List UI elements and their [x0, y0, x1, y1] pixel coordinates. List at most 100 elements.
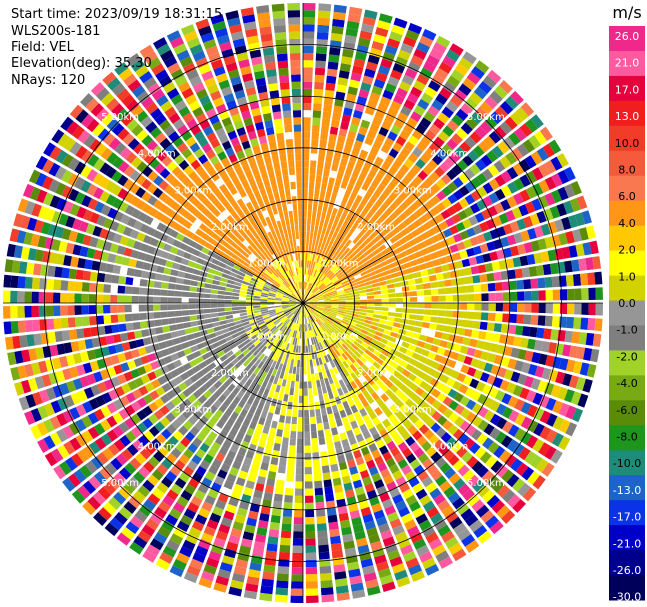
range-gate — [325, 252, 332, 260]
range-gate — [572, 229, 582, 243]
range-gate — [372, 286, 381, 292]
range-gate — [498, 212, 509, 225]
range-gate — [526, 253, 536, 265]
range-gate — [439, 87, 452, 100]
range-gate — [309, 299, 317, 302]
range-gate — [575, 243, 585, 257]
range-gate — [451, 133, 463, 145]
range-gate — [355, 239, 363, 247]
range-gate — [363, 191, 372, 201]
range-gate — [381, 120, 392, 131]
range-gate — [479, 221, 489, 233]
range-gate — [458, 57, 473, 71]
range-gate — [316, 31, 329, 40]
range-gate — [309, 300, 318, 302]
range-gate — [425, 188, 436, 199]
range-gate — [323, 250, 329, 259]
range-gate — [329, 290, 337, 294]
range-gate — [338, 128, 348, 137]
range-gate — [378, 126, 389, 137]
range-gate — [494, 282, 503, 291]
range-gate — [345, 213, 353, 223]
range-gate — [561, 216, 572, 231]
range-gate — [378, 193, 388, 203]
range-gate — [373, 78, 386, 89]
range-gate — [433, 118, 445, 130]
range-gate — [381, 298, 389, 303]
range-gate — [324, 298, 332, 301]
range-gate — [460, 122, 473, 135]
range-gate — [398, 236, 408, 245]
range-gate — [318, 283, 326, 290]
range-gate — [349, 176, 357, 186]
range-gate — [359, 149, 369, 159]
range-gate — [366, 240, 375, 249]
range-gate — [316, 296, 324, 300]
range-gate — [344, 290, 352, 294]
range-gate — [582, 242, 592, 256]
range-gate — [361, 273, 370, 280]
range-gate — [478, 80, 492, 95]
range-gate — [309, 283, 314, 291]
range-gate — [440, 209, 451, 220]
range-gate — [371, 85, 383, 96]
range-gate — [563, 200, 574, 215]
range-gate — [322, 235, 328, 243]
range-gate — [362, 260, 371, 267]
range-gate — [333, 267, 340, 274]
range-gate — [364, 136, 374, 146]
range-gate — [488, 303, 496, 312]
range-gate — [325, 280, 332, 286]
range-gate — [524, 201, 536, 214]
range-gate — [516, 218, 527, 231]
range-gate — [537, 277, 546, 289]
range-gate — [477, 264, 487, 274]
range-gate — [303, 88, 312, 97]
range-gate — [363, 277, 371, 283]
range-gate — [376, 183, 386, 193]
range-gate — [516, 279, 524, 290]
range-gate — [419, 193, 430, 203]
range-gate — [345, 222, 353, 231]
range-gate — [449, 151, 461, 163]
range-gate — [308, 294, 315, 299]
range-gate — [334, 269, 342, 276]
range-gate — [594, 271, 603, 285]
range-gate — [524, 155, 537, 169]
range-gate — [514, 268, 523, 279]
range-gate — [316, 233, 321, 241]
range-gate — [478, 140, 491, 153]
range-gate — [375, 27, 389, 38]
range-gate — [325, 191, 332, 200]
range-gate — [338, 253, 346, 261]
range-gate — [358, 289, 367, 294]
range-gate — [308, 181, 315, 190]
range-gate — [308, 282, 312, 290]
range-gate — [358, 253, 367, 261]
range-gate — [392, 277, 401, 283]
range-gate — [323, 295, 331, 299]
range-gate — [420, 269, 429, 277]
range-gate — [556, 153, 569, 168]
range-gate — [414, 235, 424, 244]
range-gate — [355, 276, 363, 282]
range-gate — [358, 267, 367, 274]
range-gate — [540, 223, 551, 236]
range-gate — [415, 158, 426, 170]
range-gate — [359, 30, 373, 41]
range-gate — [488, 292, 496, 302]
range-gate — [483, 231, 493, 242]
range-gate — [338, 296, 346, 299]
range-gate — [358, 89, 370, 99]
range-gate — [318, 282, 325, 289]
range-gate — [372, 139, 383, 150]
range-gate — [323, 168, 330, 177]
range-gate — [416, 141, 428, 152]
range-gate — [325, 228, 331, 237]
range-gate — [432, 42, 447, 55]
range-gate — [382, 187, 392, 197]
range-gate — [502, 292, 511, 301]
range-gate — [400, 42, 414, 54]
